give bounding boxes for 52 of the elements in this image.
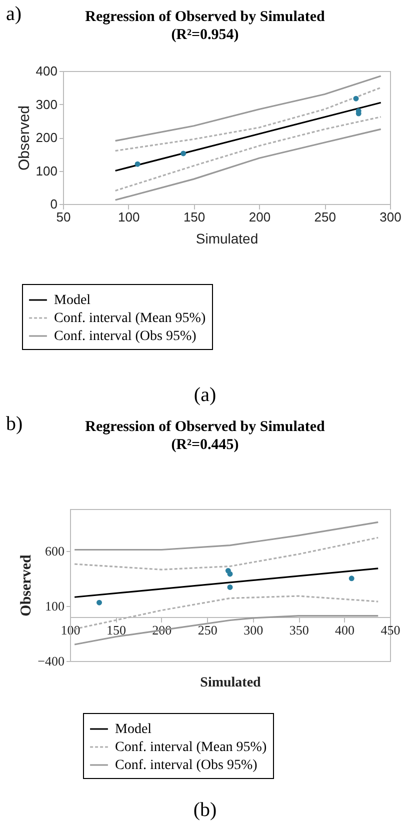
y-axis-title: Observed (18, 554, 35, 616)
x-tick-label: 300 (380, 210, 402, 224)
x-tick-label: 50 (56, 210, 71, 224)
point (96, 600, 102, 606)
y-tick-label: 0 (50, 196, 58, 212)
x-tick-label: 250 (314, 210, 336, 224)
chart-title: Regression of Observed by Simulated (85, 419, 326, 435)
chart-subtitle: (R²=0.954) (171, 27, 239, 43)
legend-label: Conf. interval (Mean 95%) (115, 740, 267, 755)
y-tick-label: 300 (36, 96, 58, 112)
x-tick-label: 300 (244, 622, 264, 638)
point (353, 96, 359, 102)
line-series (74, 521, 379, 551)
point (180, 150, 186, 156)
point (227, 571, 233, 577)
x-tick-label: 450 (380, 622, 400, 638)
legend-label: Conf. interval (Obs 95%) (54, 329, 197, 344)
legend-label: Model (54, 293, 91, 308)
legend-label: Conf. interval (Mean 95%) (54, 311, 206, 326)
chart-title: Regression of Observed by Simulated (85, 9, 326, 25)
y-tick-label: −400 (38, 654, 64, 668)
x-tick-label: 100 (60, 622, 80, 638)
point (227, 584, 233, 590)
line-series (114, 75, 382, 142)
legend-label: Model (115, 722, 152, 737)
x-tick-label: 100 (118, 210, 140, 224)
point (348, 576, 354, 582)
line-series (114, 128, 382, 201)
x-tick-label: 400 (335, 622, 355, 638)
x-tick-label: 200 (248, 210, 271, 224)
y-tick-label: 100 (36, 163, 58, 178)
text: b) (6, 413, 23, 435)
point (134, 161, 140, 167)
x-tick-label: 250 (198, 622, 218, 638)
y-tick-label: 100 (45, 598, 64, 614)
x-axis-title: Simulated (196, 230, 258, 246)
x-tick-label: 350 (289, 622, 309, 638)
text: (a) (194, 384, 216, 406)
text: (b) (193, 799, 217, 821)
y-axis-title: Observed (16, 105, 33, 171)
line-series (74, 536, 379, 570)
y-tick-label: 600 (45, 543, 64, 558)
y-tick-label: 400 (36, 64, 58, 78)
legend-label: Conf. interval (Obs 95%) (115, 758, 258, 773)
text: a) (6, 3, 22, 25)
x-tick-label: 150 (183, 210, 206, 224)
chart-subtitle: (R²=0.445) (171, 437, 239, 453)
line-series (114, 116, 382, 192)
x-axis-title: Simulated (200, 676, 262, 690)
y-tick-label: 200 (36, 130, 58, 145)
x-tick-label: 150 (106, 622, 126, 638)
line-series (114, 86, 382, 152)
